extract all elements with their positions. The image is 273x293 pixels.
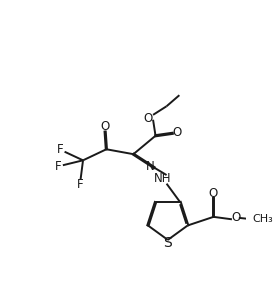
Text: CH₃: CH₃ <box>253 214 273 224</box>
Text: F: F <box>77 178 84 191</box>
Text: F: F <box>57 143 64 156</box>
Text: O: O <box>143 112 152 125</box>
Text: O: O <box>173 126 182 139</box>
Text: O: O <box>209 187 218 200</box>
Text: F: F <box>55 160 62 173</box>
Text: NH: NH <box>154 172 172 185</box>
Text: O: O <box>100 120 110 133</box>
Text: O: O <box>232 211 241 224</box>
Text: N: N <box>146 160 154 173</box>
Text: S: S <box>164 236 172 250</box>
